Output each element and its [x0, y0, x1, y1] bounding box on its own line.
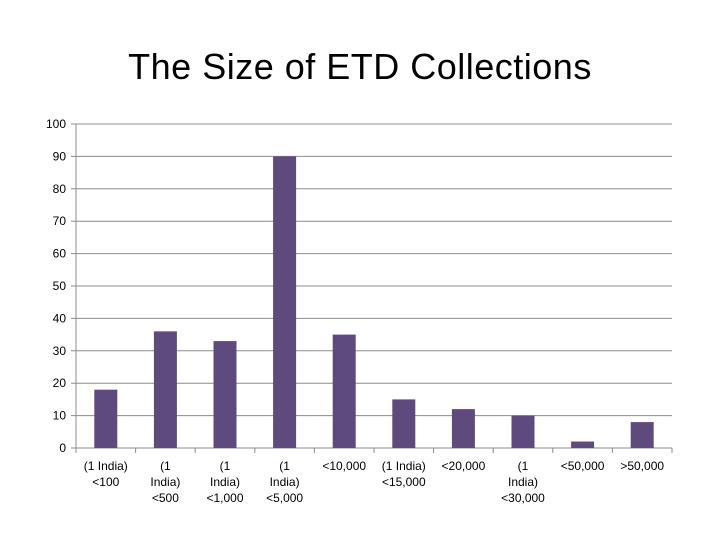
- x-category-label: (1 India) <30,000: [501, 459, 545, 505]
- bar: [392, 399, 416, 448]
- y-tick-label: 30: [53, 344, 67, 358]
- bar: [213, 341, 237, 448]
- x-category-label-line: India): [210, 475, 240, 489]
- x-category-label-line: <15,000: [382, 475, 426, 489]
- x-category-label: >50,000: [620, 459, 664, 473]
- x-category-label-line: <100: [92, 475, 119, 489]
- y-tick-label: 80: [53, 182, 67, 196]
- x-category-label: (1 India) <5,000: [266, 459, 303, 505]
- bar: [511, 415, 535, 448]
- y-tick-label: 20: [53, 376, 67, 390]
- x-category-label-line: <500: [152, 491, 179, 505]
- x-category-label-line: <50,000: [561, 459, 605, 473]
- x-category-label-line: (1: [518, 459, 529, 473]
- x-category-label-line: <30,000: [501, 491, 545, 505]
- bar: [571, 441, 595, 448]
- x-category-label: (1 India) <100: [84, 459, 128, 489]
- x-category-label-line: (1: [279, 459, 290, 473]
- bar: [153, 331, 177, 448]
- labels: 0 10 20 30 40 50 60 70 80 90 100 (1 India) <100 (1 Ind…: [46, 117, 664, 505]
- x-category-label-line: India): [508, 475, 538, 489]
- bar: [94, 389, 118, 448]
- x-category-label-line: <20,000: [442, 459, 486, 473]
- x-category-label-line: (1: [160, 459, 171, 473]
- x-category-label-line: (1: [220, 459, 231, 473]
- x-category-label-line: >50,000: [620, 459, 664, 473]
- y-tick-label: 50: [53, 279, 67, 293]
- y-tick-label: 0: [59, 441, 66, 455]
- y-tick-label: 10: [53, 409, 67, 423]
- bar: [332, 334, 356, 448]
- x-category-label: <20,000: [442, 459, 486, 473]
- x-category-label: (1 India) <15,000: [382, 459, 426, 489]
- y-tick-label: 100: [46, 117, 66, 131]
- x-category-label-line: <1,000: [206, 491, 243, 505]
- x-category-label-line: India): [270, 475, 300, 489]
- bar: [273, 156, 297, 448]
- x-category-label: <50,000: [561, 459, 605, 473]
- y-tick-label: 70: [53, 214, 67, 228]
- bars: [94, 156, 654, 448]
- x-category-label-line: <5,000: [266, 491, 303, 505]
- x-category-label: <10,000: [322, 459, 366, 473]
- x-category-label-line: (1 India): [84, 459, 128, 473]
- y-tick-label: 90: [53, 149, 67, 163]
- x-category-label-line: India): [150, 475, 180, 489]
- chart-title: The Size of ETD Collections: [128, 46, 592, 87]
- y-tick-label: 60: [53, 247, 67, 261]
- bar: [630, 422, 654, 448]
- y-tick-label: 40: [53, 311, 67, 325]
- x-category-label-line: <10,000: [322, 459, 366, 473]
- bar: [451, 409, 475, 448]
- x-category-label: (1 India) <500: [150, 459, 180, 505]
- x-category-label: (1 India) <1,000: [206, 459, 243, 505]
- x-category-label-line: (1 India): [382, 459, 426, 473]
